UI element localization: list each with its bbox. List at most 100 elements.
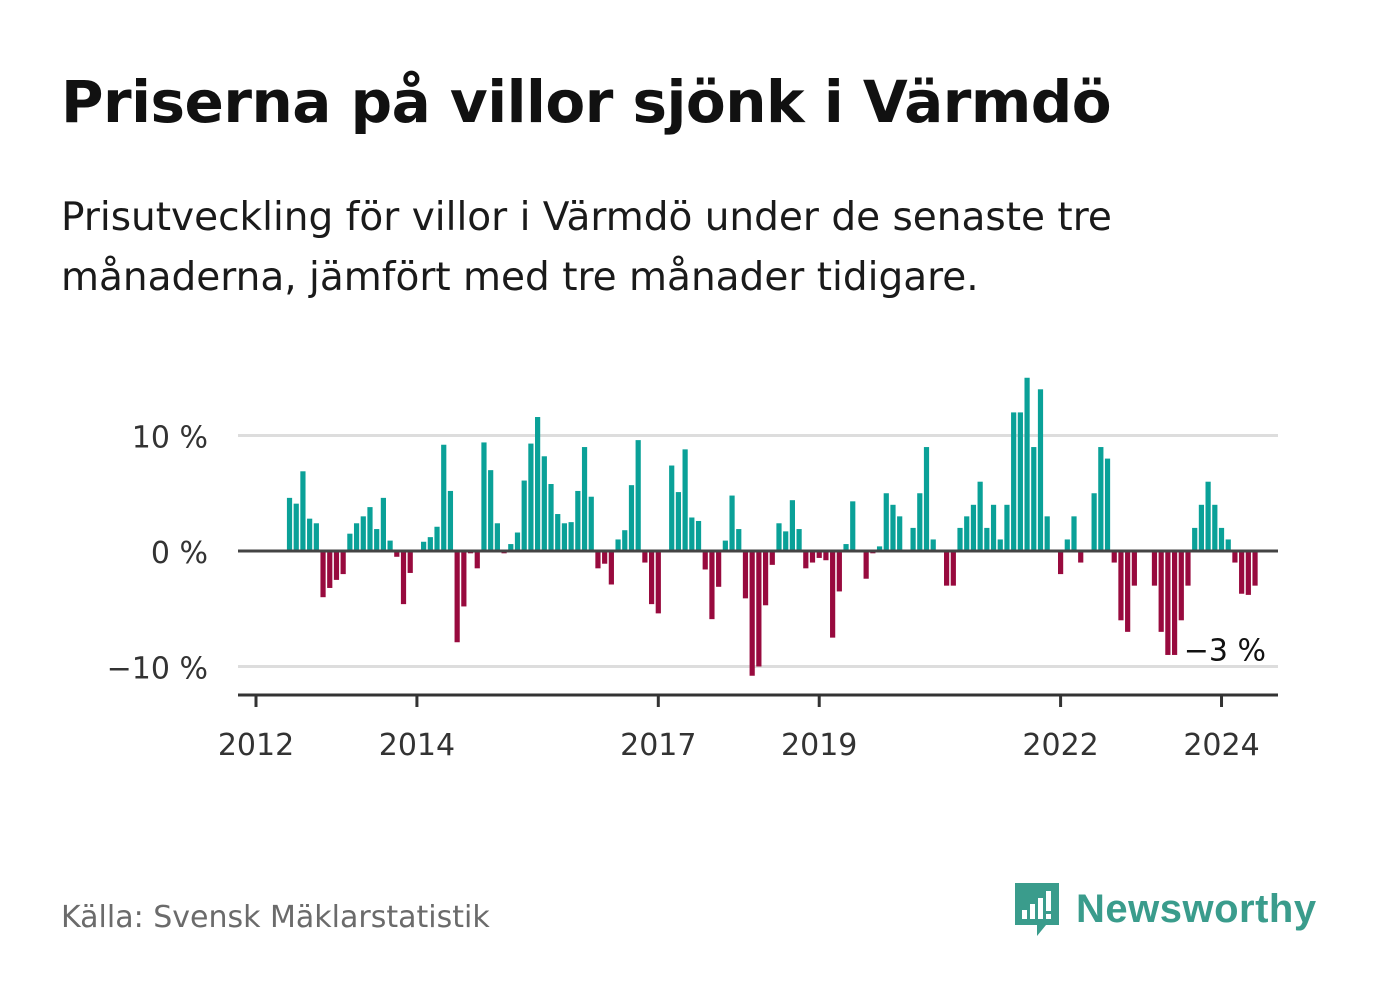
bar: [602, 551, 608, 564]
brand-logo: Newsworthy: [1012, 880, 1317, 938]
bar: [675, 492, 682, 551]
bar: [380, 497, 386, 551]
bar: [1058, 551, 1064, 575]
bar: [514, 532, 521, 551]
bar: [494, 523, 500, 551]
bar: [434, 526, 440, 551]
bar: [783, 531, 789, 551]
bar: [642, 551, 648, 563]
bar: [568, 522, 574, 552]
bar: [944, 551, 950, 586]
bar: [836, 551, 842, 592]
bar: [843, 544, 849, 551]
bar: [669, 465, 675, 551]
bar: [508, 544, 514, 551]
bar: [340, 551, 346, 575]
bar: [883, 493, 889, 551]
bar: [1064, 539, 1070, 551]
bar: [923, 447, 930, 551]
bar: [1017, 412, 1023, 551]
bar: [300, 471, 306, 551]
bar: [1091, 493, 1097, 551]
bar: [796, 529, 802, 551]
bar: [756, 551, 762, 667]
bar: [749, 551, 755, 676]
bar: [1252, 551, 1258, 586]
bar: [1178, 551, 1184, 621]
bar: [830, 551, 836, 638]
bar: [622, 530, 628, 551]
bar: [374, 529, 380, 551]
bar: [286, 497, 293, 551]
bar: [1104, 458, 1111, 551]
bar: [1031, 447, 1037, 551]
bar: [293, 503, 299, 551]
bar: [521, 480, 527, 551]
bar: [990, 504, 997, 551]
bar: [897, 516, 903, 551]
bar: [1158, 551, 1164, 632]
bar: [1111, 551, 1117, 563]
bar: [970, 504, 977, 551]
bar: [1192, 527, 1198, 551]
bar: [1165, 551, 1171, 655]
bar: [447, 490, 454, 551]
bar: [729, 495, 735, 551]
bar: [635, 440, 641, 551]
bar: [649, 551, 655, 605]
bar: [367, 507, 373, 551]
bar: [977, 481, 983, 551]
bar: [823, 551, 829, 561]
bar: [441, 444, 447, 551]
bar: [421, 541, 427, 551]
bar: [575, 490, 581, 551]
bar: [307, 518, 313, 551]
bar: [360, 516, 366, 551]
x-tick-label: 2017: [620, 728, 696, 763]
brand-name: Newsworthy: [1076, 886, 1317, 931]
bar: [950, 551, 956, 586]
bar: [1071, 516, 1077, 551]
bar: [655, 551, 661, 614]
bar: [742, 551, 749, 599]
bar: [1239, 551, 1245, 594]
bar: [387, 540, 393, 551]
bar: [850, 501, 856, 551]
bar: [541, 456, 547, 551]
x-tick-label: 2012: [218, 728, 294, 763]
bar: [1185, 551, 1191, 586]
bar: [789, 500, 795, 551]
bar: [320, 551, 326, 598]
bar: [1044, 516, 1050, 551]
bar: [407, 551, 413, 573]
bar: [1024, 377, 1030, 551]
bar: [762, 551, 769, 606]
bar: [816, 551, 822, 558]
bar: [1151, 551, 1158, 586]
bar: [1004, 504, 1010, 551]
bar: [628, 485, 635, 551]
bar: [1171, 551, 1178, 655]
bar: [454, 551, 460, 643]
bar: [394, 551, 400, 557]
bar: [910, 527, 916, 551]
bar: [809, 551, 816, 563]
bar: [548, 484, 554, 551]
bar: [333, 551, 340, 580]
chart-title: Priserna på villor sjönk i Värmdö: [61, 68, 1112, 136]
bar: [1212, 504, 1218, 551]
bar: [776, 523, 782, 551]
x-tick-label: 2022: [1022, 728, 1098, 763]
bar: [1078, 551, 1084, 563]
bar: [555, 514, 561, 551]
bar: [353, 523, 360, 551]
bar: [608, 551, 614, 585]
bar: [481, 442, 487, 551]
bar: [528, 443, 534, 551]
bar: [736, 529, 742, 551]
bar: [581, 447, 588, 551]
x-tick-label: 2014: [379, 728, 455, 763]
newsworthy-logo-icon: [1015, 883, 1059, 936]
bar: [964, 516, 970, 551]
bar: [689, 517, 695, 551]
